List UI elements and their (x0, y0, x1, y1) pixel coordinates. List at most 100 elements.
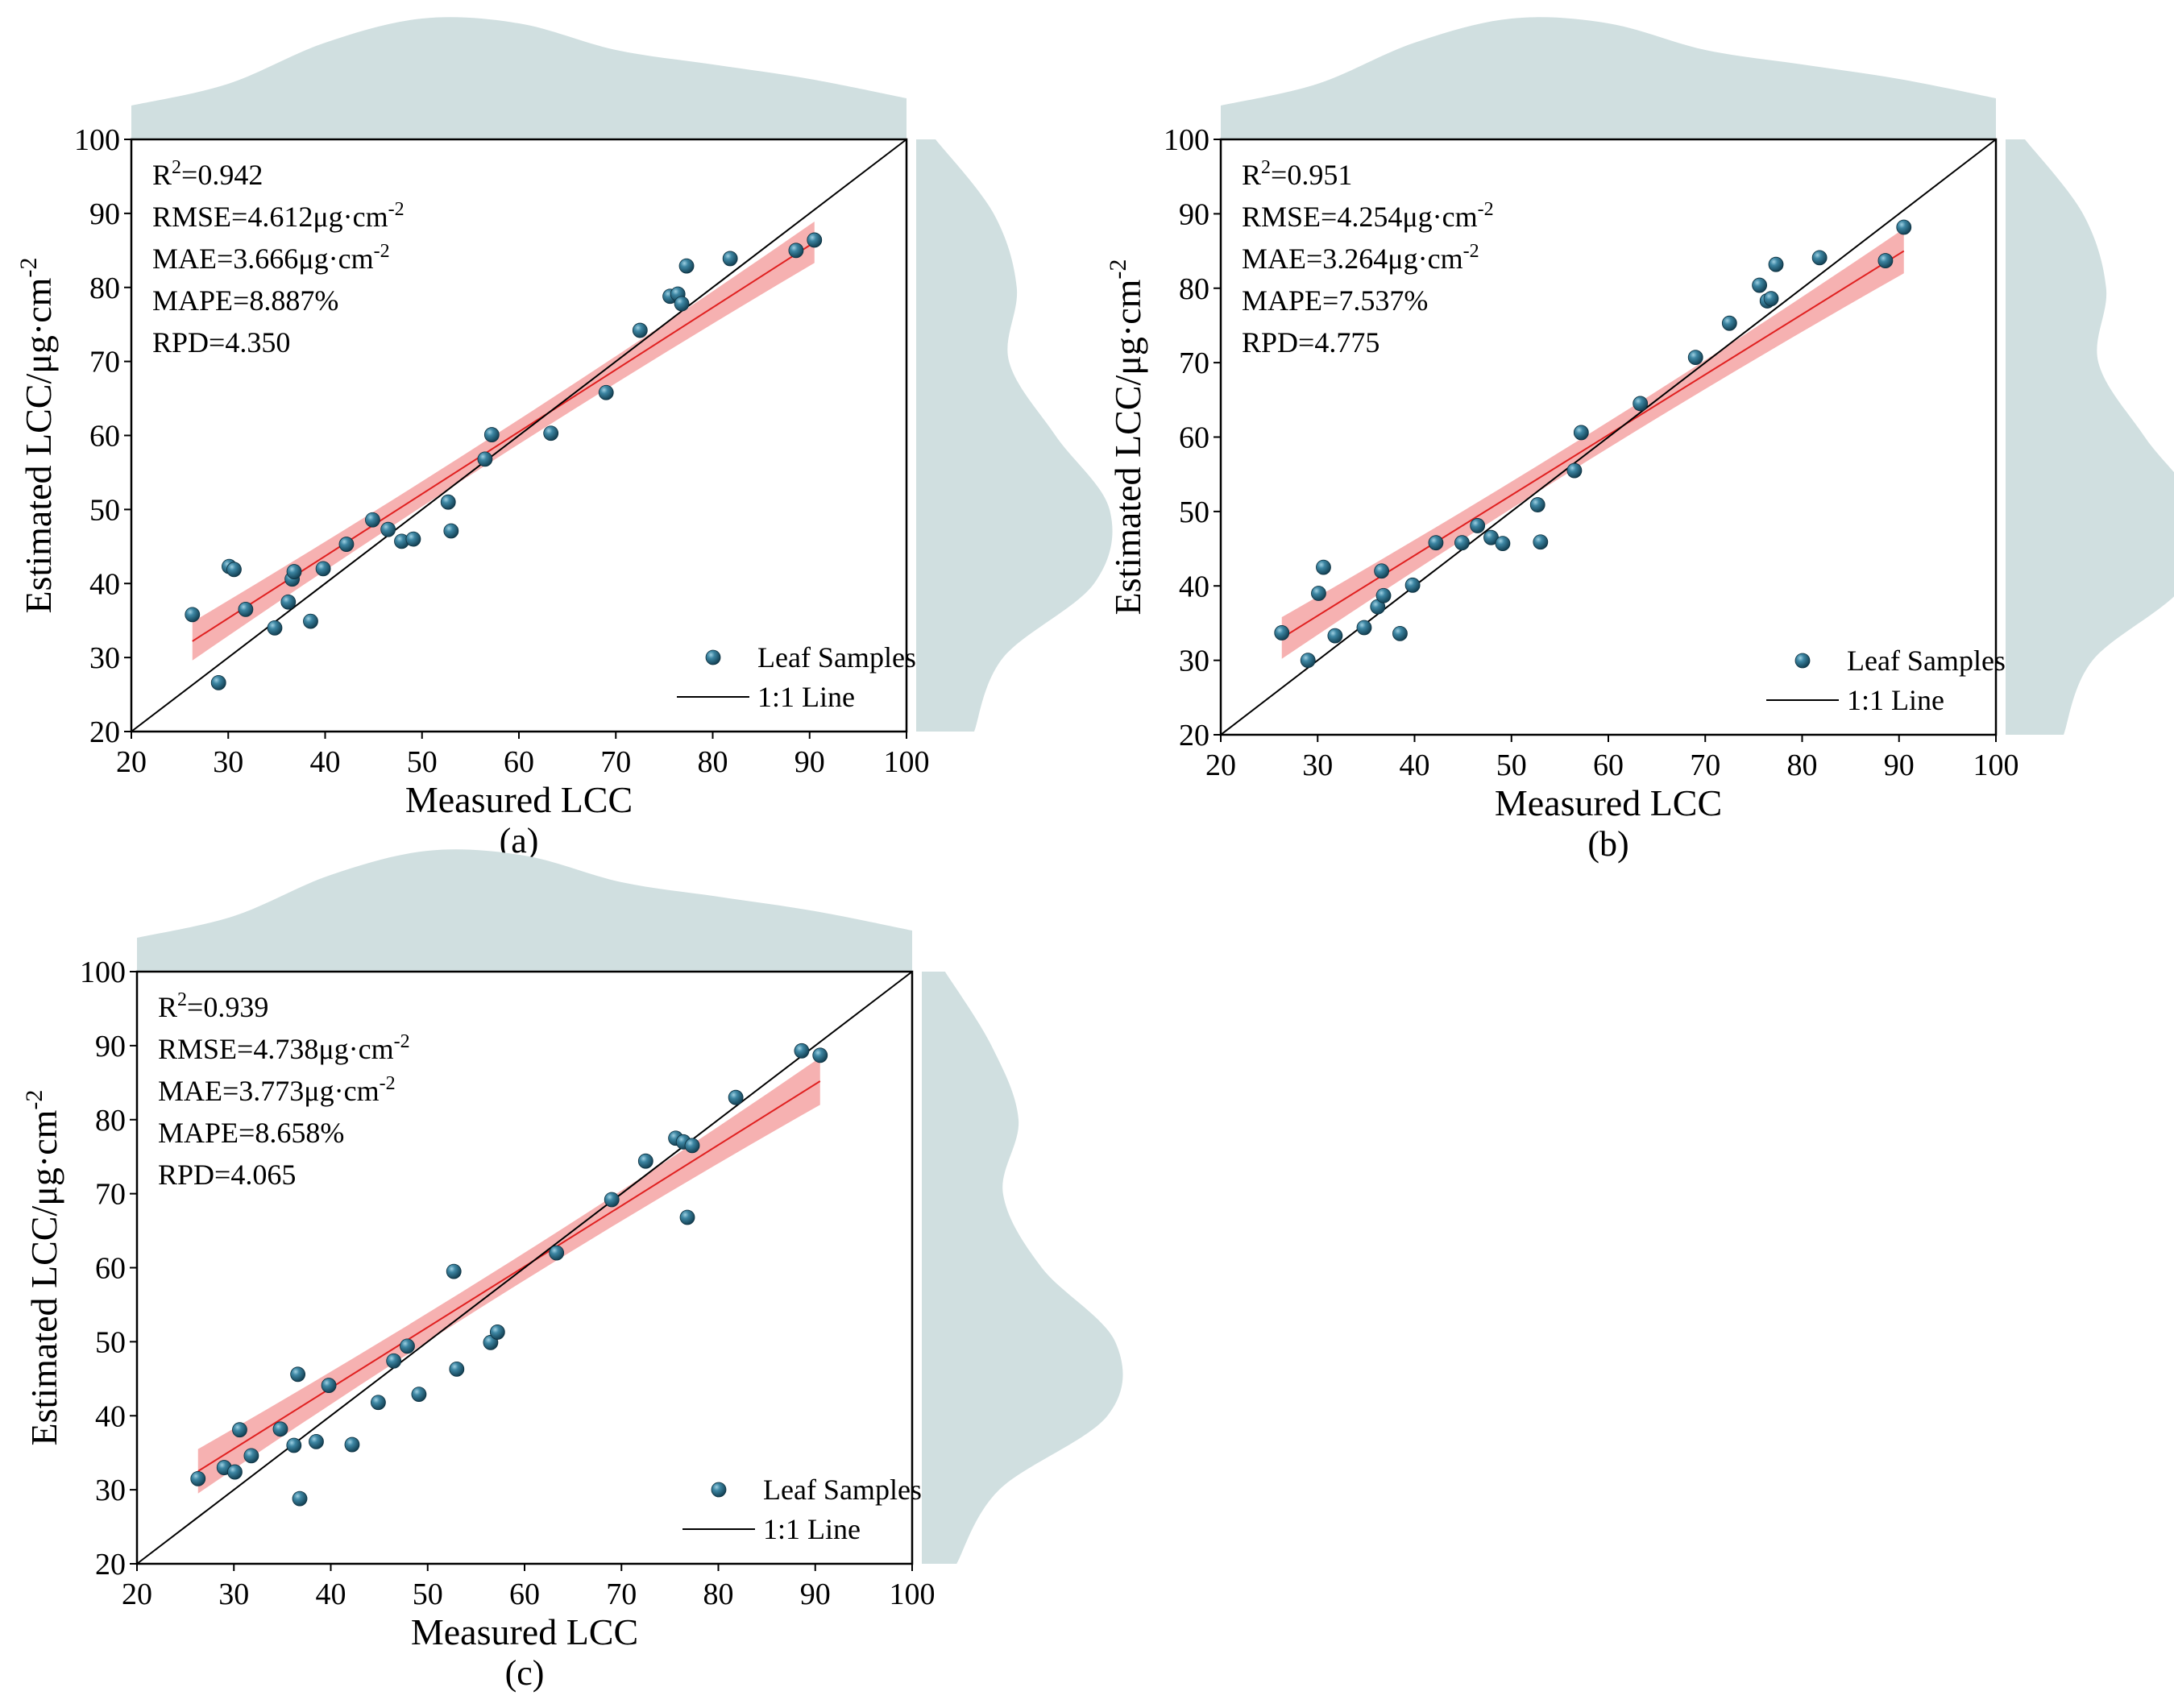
stat-r2: R2=0.942 (152, 157, 263, 191)
data-point (1316, 559, 1331, 575)
data-point (1311, 586, 1326, 601)
data-point (226, 562, 242, 578)
data-point (1495, 536, 1511, 551)
data-point (365, 512, 380, 528)
stat-mae: MAE=3.666μg·cm-2 (152, 241, 390, 275)
y-tick-label: 30 (1179, 645, 1209, 678)
x-tick-label: 40 (310, 745, 341, 779)
x-tick-label: 40 (1400, 748, 1430, 782)
data-point (1404, 577, 1421, 593)
data-point (290, 1366, 306, 1383)
data-point (1752, 277, 1767, 293)
y-axis-label: Estimated LCC/μg·cm-2 (1105, 259, 1148, 616)
legend-leaf-samples-label: Leaf Samples (1847, 645, 2006, 677)
stat-r2: R2=0.939 (158, 989, 268, 1023)
stat-rmse: RMSE=4.254μg·cm-2 (1242, 199, 1494, 233)
x-tick-label: 30 (218, 1577, 249, 1611)
data-point (321, 1378, 337, 1393)
panel-c: 20 30 40 50 60 70 80 90 100 20 30 40 50 60 70 80 90 100 Me… (21, 849, 1123, 1693)
data-point (280, 594, 297, 610)
data-point (185, 607, 201, 623)
regression-line (197, 1080, 821, 1473)
x-axis-label: Measured LCC (405, 779, 633, 820)
y-tick-label: 20 (89, 715, 120, 749)
legend-leaf-samples-label: Leaf Samples (763, 1474, 922, 1506)
x-tick-label: 70 (606, 1577, 637, 1611)
data-point (678, 258, 695, 274)
data-point (1374, 563, 1390, 579)
data-point (227, 1464, 243, 1480)
data-point (303, 613, 318, 629)
data-point (449, 1361, 465, 1377)
stat-mae: MAE=3.773μg·cm-2 (158, 1073, 396, 1107)
stat-rpd: RPD=4.775 (1242, 326, 1379, 359)
data-point (440, 494, 456, 510)
panel-b: 20 30 40 50 60 70 80 90 100 20 30 40 50 60 70 80 90 100 Me… (1105, 17, 2174, 864)
data-point (286, 1437, 302, 1453)
data-point (1721, 315, 1737, 331)
data-point (794, 1043, 810, 1059)
data-point (812, 1047, 828, 1063)
data-point (371, 1395, 386, 1411)
legend-identity-label: 1:1 Line (763, 1513, 861, 1545)
x-tick-label: 40 (316, 1577, 346, 1611)
data-point (1392, 625, 1408, 641)
data-point (1633, 396, 1649, 412)
data-point (1877, 253, 1894, 268)
y-tick-label: 80 (95, 1104, 126, 1138)
panel-label: (c) (505, 1653, 545, 1693)
y-tick-label: 50 (89, 493, 120, 527)
x-tick-label: 60 (509, 1577, 540, 1611)
legend-point-marker (705, 649, 721, 665)
top-density-curve (137, 849, 912, 972)
y-axis-label-superscript: -2 (21, 1090, 48, 1110)
data-point (309, 1434, 324, 1449)
x-tick-label: 90 (795, 745, 825, 779)
y-axis-label-text: Estimated LCC/μg·cm (1107, 279, 1148, 615)
identity-line (1220, 139, 1997, 736)
data-point (679, 1209, 695, 1225)
y-tick-label: 40 (1179, 570, 1209, 603)
identity-line (136, 971, 913, 1565)
data-point (788, 243, 804, 259)
y-tick-label: 100 (80, 956, 126, 989)
right-density-curve (2006, 139, 2174, 735)
x-tick-label: 80 (698, 745, 728, 779)
data-point (190, 1470, 206, 1486)
data-point (338, 537, 355, 552)
data-point (380, 521, 396, 537)
y-tick-label: 20 (1179, 719, 1209, 752)
data-point (386, 1353, 402, 1369)
data-point (1327, 628, 1343, 644)
data-point (1300, 653, 1316, 669)
data-point (1811, 250, 1828, 266)
data-point (1573, 425, 1589, 441)
y-tick-label: 20 (95, 1548, 126, 1582)
data-point (286, 564, 302, 579)
data-point (267, 620, 283, 636)
y-axis-label-superscript: -2 (1105, 259, 1131, 280)
stat-rpd: RPD=4.350 (152, 326, 290, 359)
stat-rmse: RMSE=4.612μg·cm-2 (152, 199, 405, 233)
data-point (477, 451, 493, 467)
y-axis-label: Estimated LCC/μg·cm-2 (21, 1090, 64, 1446)
x-tick-label: 70 (600, 745, 631, 779)
x-tick-label: 30 (1302, 748, 1333, 782)
x-tick-label: 50 (413, 1577, 443, 1611)
legend-identity-label: 1:1 Line (757, 681, 855, 713)
data-point (807, 232, 823, 248)
legend-leaf-samples-label: Leaf Samples (757, 641, 916, 674)
legend-point-marker (711, 1482, 727, 1498)
data-point (483, 427, 500, 442)
y-axis-label-superscript: -2 (15, 258, 42, 278)
data-point (1687, 350, 1703, 366)
stat-rmse: RMSE=4.738μg·cm-2 (158, 1031, 410, 1065)
x-tick-label: 100 (890, 1577, 936, 1611)
data-point (1566, 462, 1583, 479)
x-tick-label: 20 (122, 1577, 152, 1611)
data-point (1533, 534, 1549, 550)
y-tick-label: 60 (1179, 421, 1209, 455)
y-tick-label: 50 (1179, 495, 1209, 529)
data-point (243, 1448, 259, 1464)
data-point (684, 1138, 700, 1154)
